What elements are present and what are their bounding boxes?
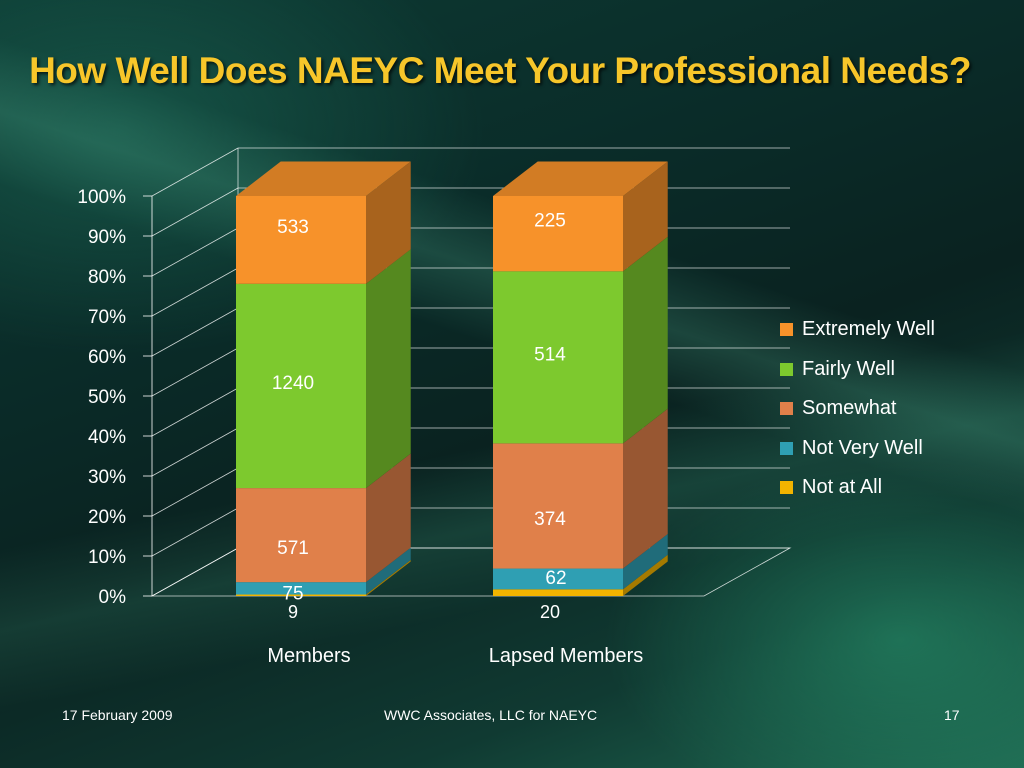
bar-top	[493, 161, 668, 196]
gridline-side	[151, 227, 239, 277]
y-tick-label: 90%	[88, 227, 126, 248]
bar-segment	[236, 582, 366, 595]
bar-side	[623, 533, 668, 590]
bar-segment	[493, 589, 623, 596]
bar-segment	[236, 196, 366, 284]
legend-label: Fairly Well	[802, 357, 895, 380]
bar-group	[236, 161, 668, 596]
data-label: 533	[277, 217, 309, 238]
y-tick-label: 100%	[77, 187, 126, 208]
data-label: 374	[534, 509, 566, 530]
y-tick-label: 10%	[88, 547, 126, 568]
bar-segment	[236, 283, 366, 489]
gridline-side	[151, 387, 239, 437]
data-label: 1240	[272, 373, 314, 394]
data-label: 514	[534, 344, 566, 365]
y-tick-label: 70%	[88, 307, 126, 328]
page-number: 17	[944, 707, 960, 723]
legend-swatch	[780, 402, 793, 416]
gridline-side	[151, 467, 239, 517]
bar-segment	[493, 271, 623, 444]
gridline-side	[151, 267, 239, 317]
gridline-side	[151, 427, 239, 477]
legend-label: Not at All	[802, 476, 883, 499]
bar-side	[623, 554, 668, 596]
bar-side	[623, 161, 668, 272]
bar-segment	[493, 568, 623, 590]
data-labels: 975 571 1240 533 20 62 374 514 225	[272, 211, 567, 622]
data-label: 571	[277, 538, 309, 559]
legend-swatch	[780, 441, 793, 455]
bar-segment	[236, 594, 366, 596]
x-category-label: Lapsed Members	[489, 645, 644, 667]
chart-legend: Extremely Well Fairly Well Somewhat Not Ver…	[780, 310, 935, 508]
bar-side	[366, 161, 411, 284]
gridline-side	[151, 347, 239, 397]
legend-label: Not Very Well	[802, 436, 923, 459]
legend-label: Extremely Well	[802, 318, 935, 341]
footer-date: 17 February 2009	[62, 707, 173, 723]
bar-top	[236, 161, 411, 196]
data-label: 75	[282, 583, 303, 604]
data-label: 62	[545, 568, 566, 589]
y-tick-label: 30%	[88, 467, 126, 488]
footer-center-text: WWC Associates, LLC for NAEYC	[384, 707, 598, 723]
y-tick-label: 60%	[88, 347, 126, 368]
bar-side	[366, 453, 411, 583]
bar-side	[366, 249, 411, 489]
y-tick-label: 80%	[88, 267, 126, 288]
gridline-side	[151, 507, 239, 557]
legend-swatch	[780, 481, 793, 495]
legend-swatch	[780, 323, 793, 337]
data-label: 9	[288, 602, 298, 622]
gridline-side	[151, 187, 239, 237]
y-tick-label: 0%	[99, 587, 127, 608]
y-tick-label: 40%	[88, 427, 126, 448]
legend-swatch	[780, 362, 793, 376]
legend-item: Fairly Well	[780, 350, 935, 390]
y-tick-label: 50%	[88, 387, 126, 408]
bar-segment	[236, 488, 366, 583]
bar-segment	[493, 443, 623, 569]
legend-item: Not at All	[780, 468, 935, 508]
bar-side	[623, 408, 668, 569]
y-tick-label: 20%	[88, 507, 126, 528]
bar-side	[366, 547, 411, 595]
bar-side	[623, 236, 668, 444]
bar-segment	[493, 196, 623, 272]
x-axis: Members Lapsed Members	[267, 645, 643, 667]
bar-side	[366, 559, 411, 596]
gridline-side	[151, 147, 239, 197]
legend-label: Somewhat	[802, 397, 897, 420]
legend-item: Extremely Well	[780, 310, 935, 350]
legend-item: Somewhat	[780, 389, 935, 429]
x-category-label: Members	[267, 645, 350, 667]
legend-item: Not Very Well	[780, 429, 935, 469]
data-label: 225	[534, 211, 566, 232]
gridline-side	[151, 307, 239, 357]
data-label: 20	[540, 602, 560, 622]
slide-title: How Well Does NAEYC Meet Your Profession…	[29, 50, 971, 91]
y-axis: 0% 10% 20% 30% 40% 50% 60% 70% 80% 90% 100%	[77, 187, 153, 608]
